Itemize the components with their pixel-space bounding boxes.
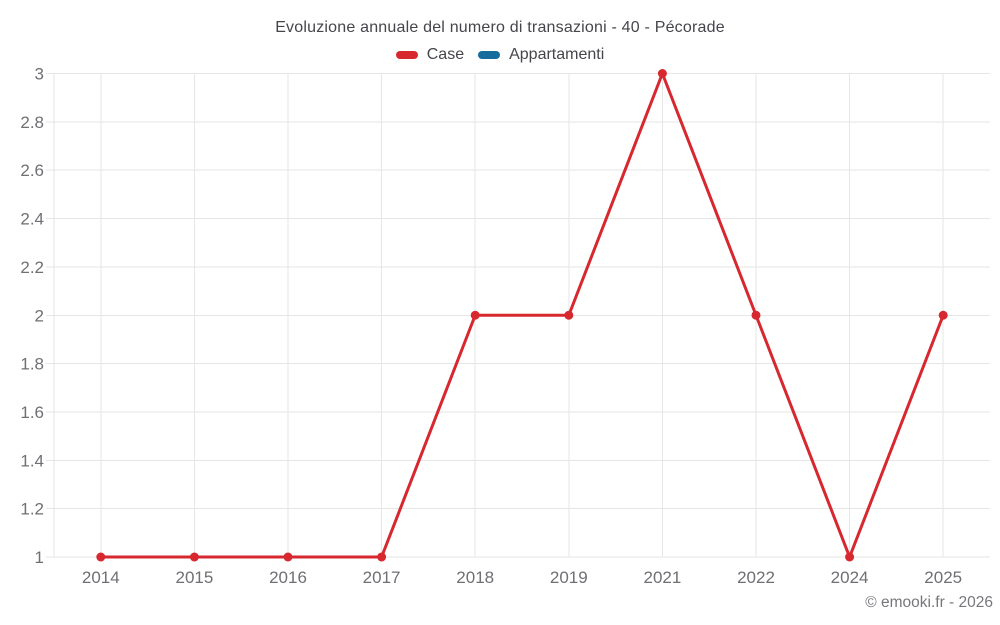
legend-label-case: Case [426, 46, 465, 63]
legend-swatch-case [395, 51, 418, 59]
x-tick-label: 2016 [269, 568, 307, 587]
data-point-case-2019[interactable] [564, 310, 574, 320]
copyright-credit: © emooki.fr - 2026 [865, 594, 993, 611]
chart-title: Evoluzione annuale del numero di transaz… [275, 19, 725, 36]
x-tick-label: 2024 [831, 568, 869, 587]
x-tick-label: 2022 [737, 568, 775, 587]
data-point-case-2018[interactable] [470, 310, 480, 320]
y-tick-label: 2.6 [20, 161, 44, 180]
x-tick-label: 2019 [550, 568, 588, 587]
data-point-case-2017[interactable] [377, 552, 387, 562]
y-tick-label: 1.8 [20, 355, 44, 374]
legend-item-case[interactable]: Case [395, 46, 465, 64]
data-point-case-2021[interactable] [657, 69, 667, 78]
y-tick-label: 2.2 [20, 258, 44, 277]
y-tick-label: 2 [35, 306, 44, 325]
x-tick-label: 2015 [175, 568, 213, 587]
data-point-case-2014[interactable] [96, 552, 106, 562]
y-tick-label: 3 [35, 65, 44, 84]
data-point-case-2025[interactable] [938, 310, 948, 320]
x-tick-label: 2017 [363, 568, 401, 587]
data-point-case-2024[interactable] [845, 552, 855, 562]
x-tick-label: 2025 [924, 568, 962, 587]
y-tick-label: 2.4 [20, 210, 44, 229]
y-tick-label: 1.2 [20, 500, 44, 519]
x-tick-label: 2021 [643, 568, 681, 587]
data-point-case-2015[interactable] [189, 552, 199, 562]
y-tick-label: 1.6 [20, 403, 44, 422]
data-point-case-2022[interactable] [751, 310, 761, 320]
y-tick-label: 1 [35, 548, 44, 567]
x-tick-label: 2014 [82, 568, 120, 587]
series-line-case [99, 72, 945, 559]
data-point-case-2016[interactable] [283, 552, 293, 562]
x-tick-label: 2018 [456, 568, 494, 587]
legend: Case Appartamenti [0, 45, 1000, 65]
y-tick-label: 2.8 [20, 113, 44, 132]
legend-item-appartamenti[interactable]: Appartamenti [478, 46, 604, 64]
legend-label-appartamenti: Appartamenti [509, 46, 605, 63]
legend-swatch-appartamenti [478, 51, 501, 59]
y-tick-label: 1.4 [20, 451, 44, 470]
